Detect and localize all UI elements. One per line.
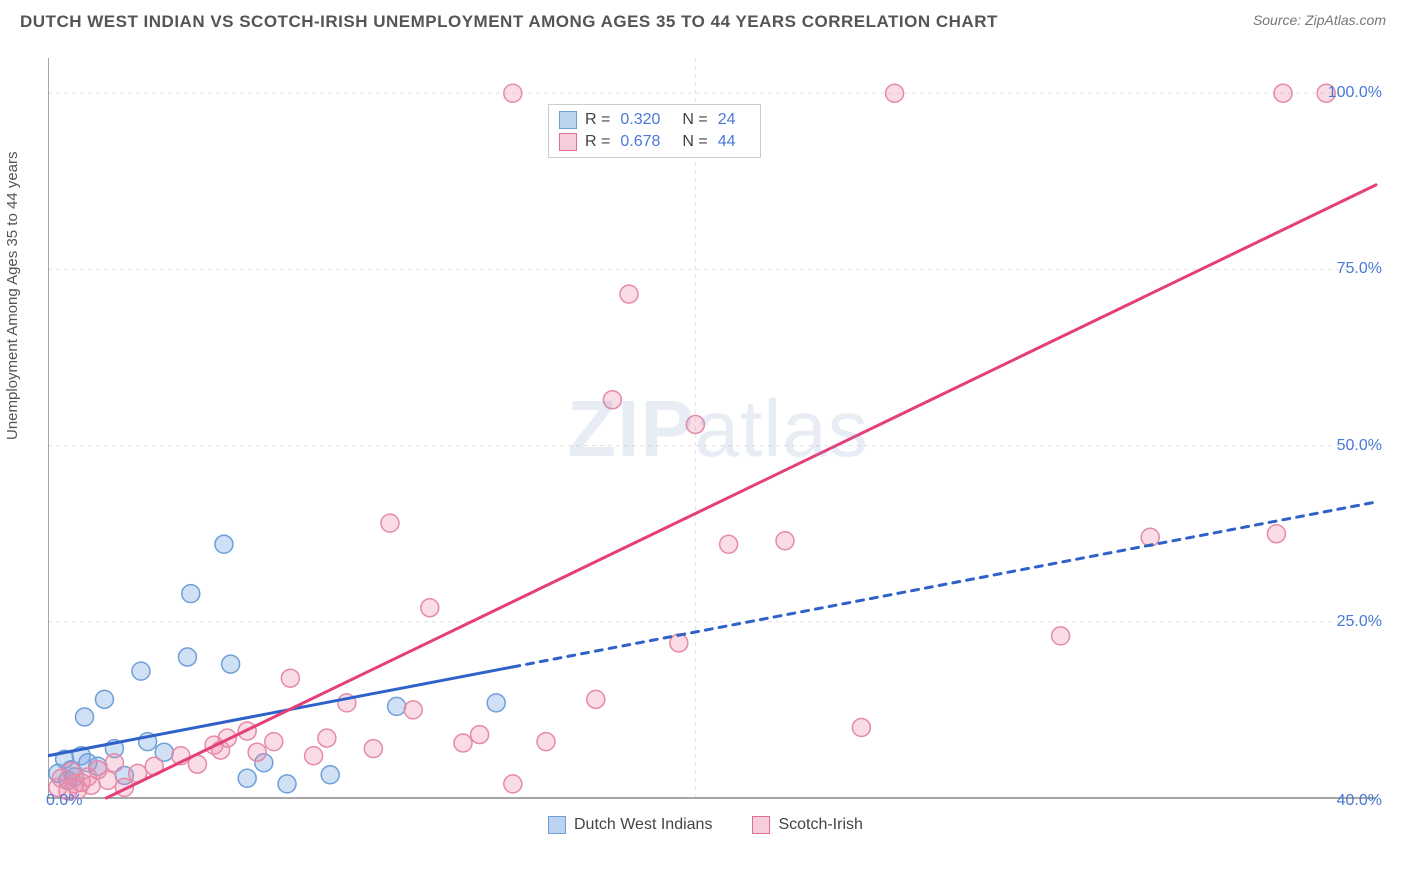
scatter-plot <box>48 50 1388 840</box>
x-tick-40: 40.0% <box>1337 792 1382 810</box>
legend-row-scotch: R = 0.678 N = 44 <box>559 131 750 153</box>
swatch-dutch <box>559 111 577 129</box>
correlation-legend: R = 0.320 N = 24 R = 0.678 N = 44 <box>548 104 761 158</box>
swatch-scotch <box>559 133 577 151</box>
legend-item-dutch: Dutch West Indians <box>548 816 712 834</box>
chart-area: ZIPatlas R = 0.320 N = 24 R = 0.678 N = … <box>48 50 1388 840</box>
swatch-scotch-icon <box>752 816 770 834</box>
series-legend: Dutch West Indians Scotch-Irish <box>548 816 863 834</box>
y-tick: 75.0% <box>1337 260 1382 278</box>
swatch-dutch-icon <box>548 816 566 834</box>
y-tick: 100.0% <box>1328 84 1382 102</box>
source-label: Source: ZipAtlas.com <box>1253 12 1386 28</box>
chart-title: DUTCH WEST INDIAN VS SCOTCH-IRISH UNEMPL… <box>20 12 998 32</box>
y-tick: 50.0% <box>1337 437 1382 455</box>
legend-label-scotch: Scotch-Irish <box>778 816 862 834</box>
x-tick-0: 0.0% <box>46 792 82 810</box>
y-tick: 25.0% <box>1337 613 1382 631</box>
legend-row-dutch: R = 0.320 N = 24 <box>559 109 750 131</box>
title-bar: DUTCH WEST INDIAN VS SCOTCH-IRISH UNEMPL… <box>0 0 1406 36</box>
y-axis-label: Unemployment Among Ages 35 to 44 years <box>4 151 21 440</box>
legend-label-dutch: Dutch West Indians <box>574 816 712 834</box>
legend-item-scotch: Scotch-Irish <box>752 816 862 834</box>
